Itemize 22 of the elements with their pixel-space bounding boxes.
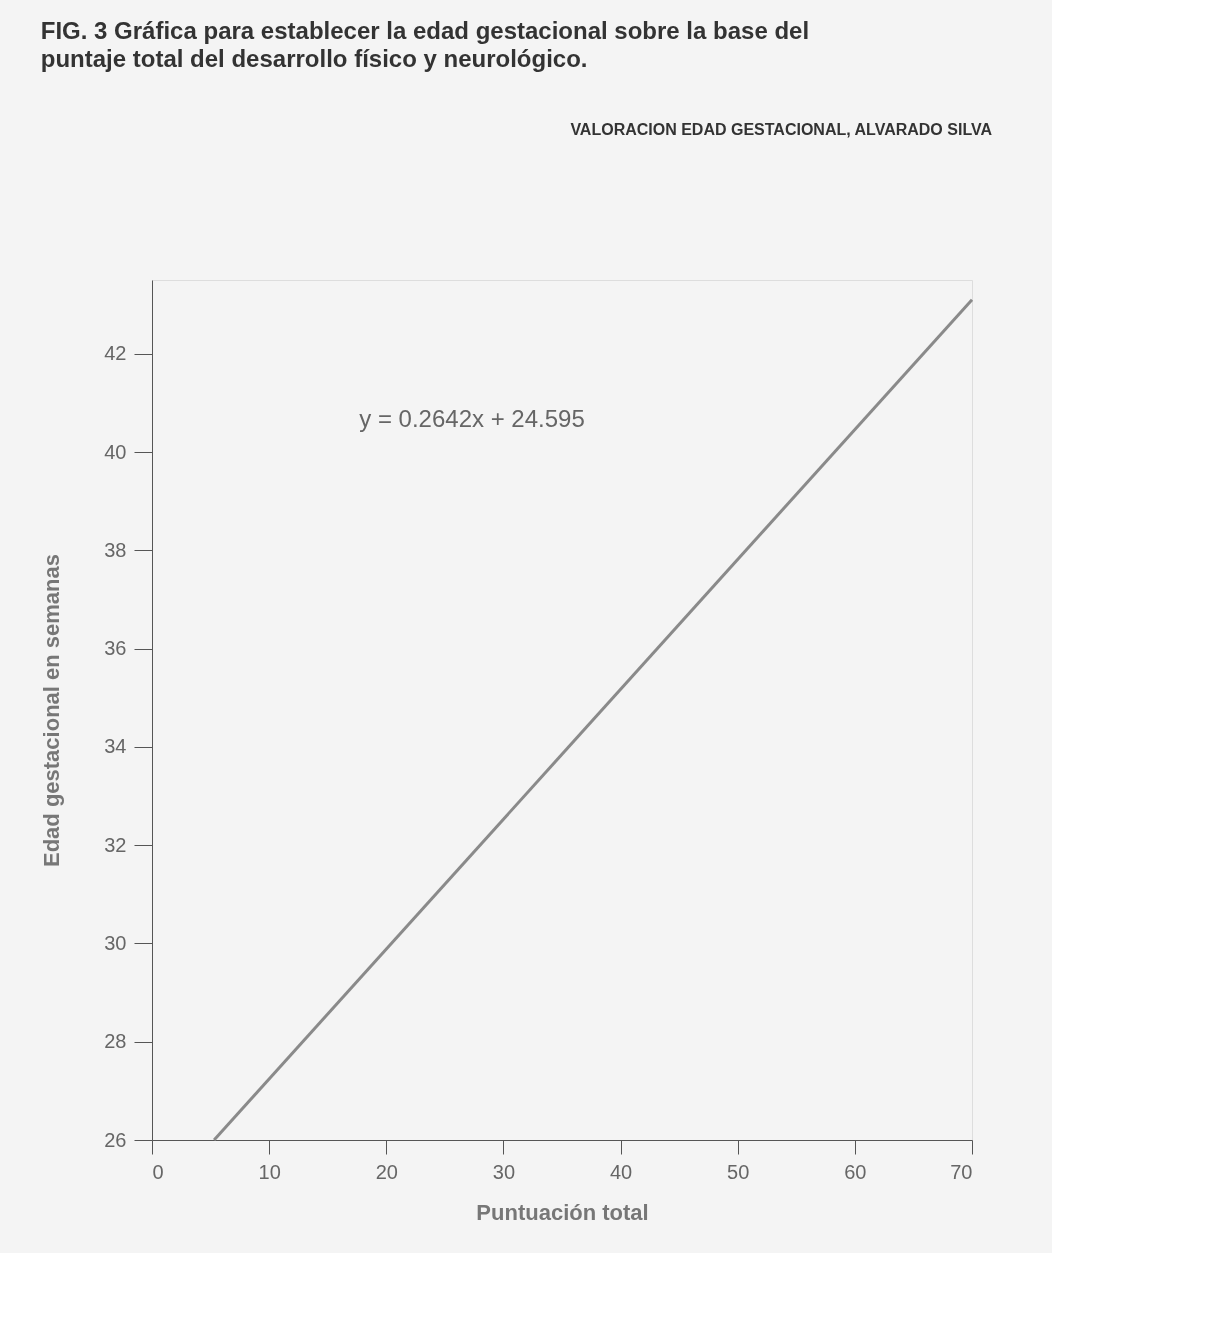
y-tick-label: 32 bbox=[104, 833, 127, 856]
y-tick-label: 36 bbox=[104, 637, 127, 660]
x-tick-label: 30 bbox=[492, 1160, 516, 1183]
y-axis-title: Edad gestacional en semanas bbox=[39, 553, 65, 868]
x-tick-label: 70 bbox=[950, 1160, 973, 1183]
x-tick-label: 40 bbox=[609, 1160, 633, 1183]
x-tick-label: 60 bbox=[844, 1160, 867, 1183]
x-axis-title: Puntuación total bbox=[476, 1199, 649, 1225]
y-tick-label: 42 bbox=[104, 342, 127, 365]
x-tick-label: 0 bbox=[152, 1160, 164, 1183]
x-tick-label: 10 bbox=[258, 1160, 281, 1183]
text: VALORACION EDAD GESTACIONAL, ALVARADO SILVA bbox=[570, 121, 993, 138]
y-tick-label: 40 bbox=[104, 440, 127, 463]
x-tick-label: 20 bbox=[375, 1160, 398, 1183]
y-tick-label: 34 bbox=[104, 735, 127, 758]
y-tick-label: 28 bbox=[104, 1030, 127, 1053]
annotation: y = 0.2642x + 24.595 bbox=[359, 405, 585, 432]
y-tick-label: 26 bbox=[104, 1128, 127, 1151]
y-tick-label: 38 bbox=[104, 538, 127, 561]
x-tick-label: 50 bbox=[727, 1160, 750, 1183]
chart-title: FIG. 3 Gráfica para establecer la edad gestacional sobre la base del puntaje total del desarrollo físico y neurológico. bbox=[40, 17, 810, 72]
y-tick-label: 30 bbox=[104, 931, 127, 954]
